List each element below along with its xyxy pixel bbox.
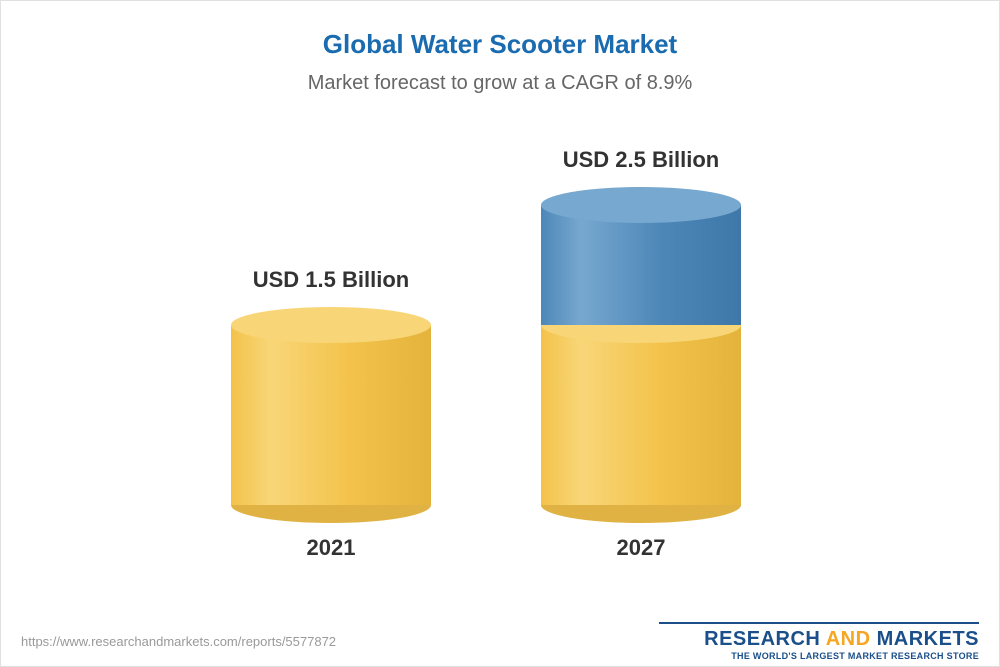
chart-subtitle: Market forecast to grow at a CAGR of 8.9… [1,60,999,95]
cylinder-segment [541,205,741,325]
cylinder-2027: USD 2.5 Billion 2027 [541,105,741,565]
cylinder-segment [541,325,741,505]
cylinder-top [231,307,431,343]
logo: RESEARCH AND MARKETS THE WORLD'S LARGEST… [659,622,979,661]
logo-word2: AND [826,628,871,650]
chart-title: Global Water Scooter Market [1,1,999,60]
value-label: USD 2.5 Billion [541,147,741,173]
logo-word3: MARKETS [877,628,979,650]
logo-tagline: THE WORLD'S LARGEST MARKET RESEARCH STOR… [659,651,979,661]
year-label: 2021 [231,535,431,561]
logo-main: RESEARCH AND MARKETS [659,628,979,651]
cylinder-segment [231,325,431,505]
logo-word1: RESEARCH [704,628,820,650]
chart-area: USD 1.5 Billion2021USD 2.5 Billion2027 [1,105,999,545]
footer: https://www.researchandmarkets.com/repor… [1,616,999,666]
cylinder-2021: USD 1.5 Billion 2021 [231,105,431,565]
cylinder-top [541,187,741,223]
value-label: USD 1.5 Billion [231,267,431,293]
source-url: https://www.researchandmarkets.com/repor… [21,634,336,649]
year-label: 2027 [541,535,741,561]
